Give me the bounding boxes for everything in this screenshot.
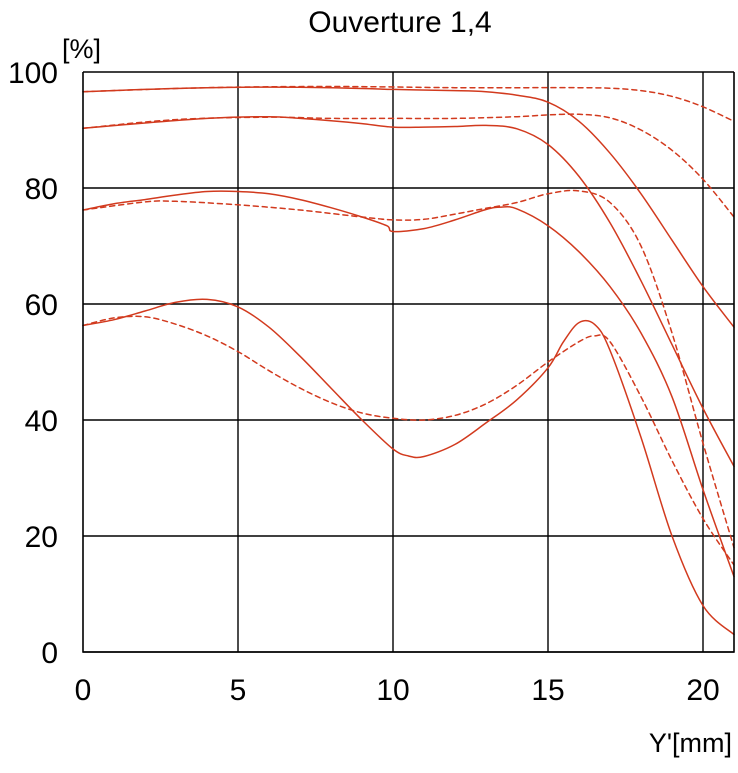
series-line-2-dashed — [82, 85, 735, 123]
grid-lines — [83, 71, 734, 653]
plot-frame — [82, 72, 735, 653]
x-axis-label: Y'[mm] — [649, 728, 732, 758]
series-line-8-dashed — [82, 315, 735, 566]
y-tick-label: 100 — [8, 57, 58, 90]
series-line-4-dashed — [82, 113, 735, 218]
y-tick-label: 80 — [25, 173, 58, 206]
chart-title: Ouverture 1,4 — [308, 6, 491, 39]
x-tick-label: 20 — [686, 674, 719, 707]
x-tick-label: 10 — [376, 674, 409, 707]
y-axis-label: [%] — [62, 34, 101, 64]
x-tick-label: 15 — [531, 674, 564, 707]
x-tick-label: 5 — [230, 674, 247, 707]
tick-labels: 0 20 40 60 80 100 0 5 10 15 20 — [8, 57, 720, 707]
series-line-6-dashed — [82, 189, 735, 549]
y-tick-label: 40 — [25, 405, 58, 438]
y-tick-label: 60 — [25, 289, 58, 322]
series-line-1-solid — [82, 86, 735, 328]
y-tick-label: 20 — [25, 521, 58, 554]
y-tick-label: 0 — [41, 637, 58, 670]
x-tick-label: 0 — [75, 674, 92, 707]
series-line-5-solid — [82, 190, 735, 578]
series-line-7-solid — [82, 298, 735, 636]
series-group — [82, 85, 735, 636]
series-line-3-solid — [82, 115, 735, 468]
